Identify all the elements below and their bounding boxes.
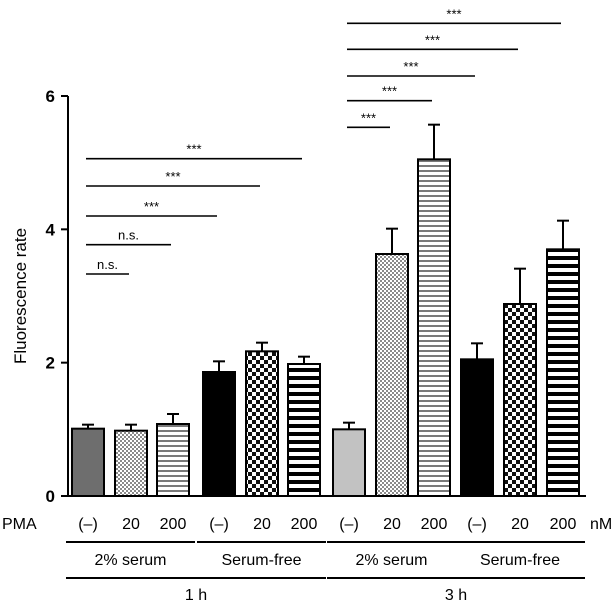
timepoint-label: 3 h: [445, 587, 467, 604]
significance-label: ***: [425, 32, 440, 47]
x-category-label: 20: [253, 516, 271, 533]
x-category-label: 200: [160, 516, 187, 533]
group-label: Serum-free: [480, 552, 560, 569]
bar: [546, 248, 580, 497]
pma-row-label: PMA: [2, 516, 37, 533]
unit-label: nM: [590, 516, 611, 533]
significance-label: ***: [165, 169, 180, 184]
x-category-label: 200: [550, 516, 577, 533]
y-tick-label: 0: [46, 487, 55, 506]
significance-label: n.s.: [118, 228, 139, 243]
group-label: 2% serum: [355, 552, 427, 569]
x-category-label: 20: [383, 516, 401, 533]
x-category-label: 200: [421, 516, 448, 533]
bar: [71, 427, 105, 497]
x-category-label: 20: [511, 516, 529, 533]
significance-label: ***: [382, 84, 397, 99]
bar: [202, 371, 236, 497]
y-tick-label: 2: [46, 354, 55, 373]
x-category-label: (–): [78, 516, 98, 533]
x-category-label: 200: [291, 516, 318, 533]
x-category-label: (–): [209, 516, 229, 533]
bar: [287, 363, 321, 497]
x-category-label: 20: [122, 516, 140, 533]
significance-label: ***: [403, 59, 418, 74]
significance-label: ***: [144, 199, 159, 214]
bar: [375, 253, 409, 497]
bar: [503, 303, 537, 497]
bar: [114, 429, 148, 497]
significance-label: ***: [361, 110, 376, 125]
significance-label: ***: [446, 6, 461, 21]
timepoint-label: 1 h: [185, 587, 207, 604]
x-category-label: (–): [467, 516, 487, 533]
bar: [460, 358, 494, 498]
bar: [245, 350, 279, 498]
significance-label: n.s.: [97, 257, 118, 272]
bar: [332, 428, 366, 498]
y-tick-label: 6: [46, 87, 55, 106]
y-axis-label: Fluorescence rate: [11, 228, 30, 364]
y-tick-label: 4: [46, 220, 56, 239]
bar: [417, 158, 451, 497]
group-label: 2% serum: [94, 552, 166, 569]
x-category-label: (–): [339, 516, 359, 533]
significance-label: ***: [186, 142, 201, 157]
group-label: Serum-free: [221, 552, 301, 569]
bar: [156, 423, 190, 497]
